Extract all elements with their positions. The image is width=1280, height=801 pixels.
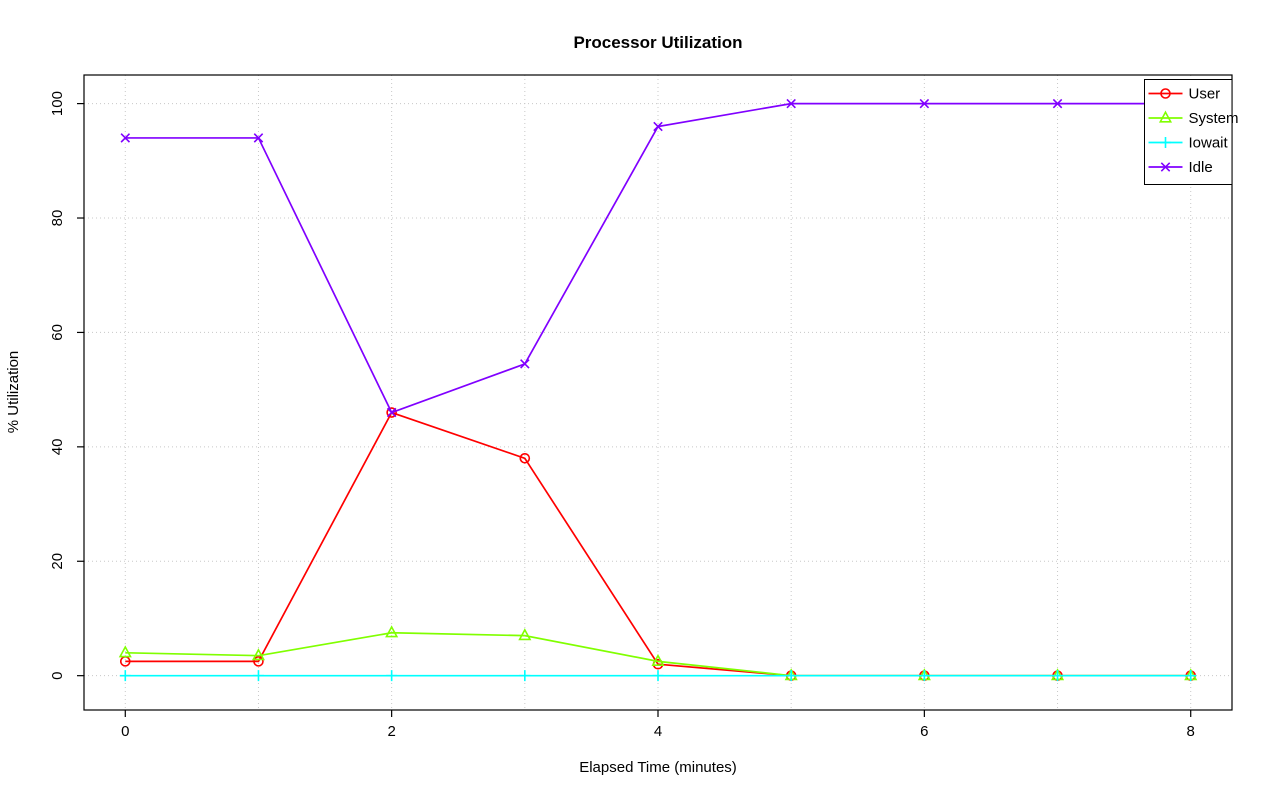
- legend-marker-idle: [1160, 162, 1171, 172]
- y-tick-label: 80: [49, 210, 66, 227]
- marker-idle: [120, 133, 131, 143]
- marker-system: [651, 653, 665, 666]
- y-tick-label: 0: [49, 672, 66, 680]
- y-tick-label: 60: [49, 324, 66, 341]
- grid-layer: [84, 75, 1232, 710]
- y-tick-label: 40: [49, 439, 66, 456]
- legend-label-idle: Idle: [1189, 159, 1213, 176]
- marker-idle: [520, 359, 530, 369]
- x-tick-label: 6: [920, 723, 928, 740]
- x-axis-label: Elapsed Time (minutes): [579, 759, 737, 776]
- marker-iowait: [119, 670, 131, 682]
- marker-iowait: [785, 670, 797, 682]
- legend-label-system: System: [1189, 110, 1239, 127]
- marker-system: [518, 628, 532, 641]
- x-tick-label: 8: [1187, 723, 1195, 740]
- marker-user: [253, 656, 264, 667]
- marker-system: [385, 625, 399, 638]
- marker-iowait: [652, 670, 664, 682]
- legend-marker-system: [1158, 110, 1173, 123]
- marker-iowait: [1052, 670, 1064, 682]
- x-tick-label: 0: [121, 723, 129, 740]
- legend-label-iowait: Iowait: [1189, 135, 1229, 152]
- marker-idle: [786, 98, 796, 109]
- marker-idle: [1052, 98, 1063, 109]
- marker-idle: [653, 121, 663, 132]
- marker-idle: [253, 133, 264, 143]
- series-layer: [118, 98, 1198, 682]
- marker-iowait: [386, 670, 398, 682]
- marker-idle: [386, 407, 397, 418]
- marker-idle: [919, 98, 930, 109]
- marker-iowait: [918, 670, 930, 682]
- marker-iowait: [1185, 670, 1197, 682]
- series-line-idle: [125, 102, 1191, 414]
- y-axis-label: % Utilization: [5, 351, 22, 434]
- chart-title: Processor Utilization: [573, 33, 742, 52]
- legend: User System Iowait Idle: [1144, 79, 1239, 185]
- legend-marker-user: [1160, 88, 1171, 99]
- legend-label-user: User: [1189, 86, 1221, 103]
- marker-user: [386, 407, 397, 418]
- x-tick-label: 4: [654, 723, 662, 740]
- marker-iowait: [519, 670, 531, 682]
- marker-system: [251, 648, 266, 661]
- marker-system: [118, 645, 132, 658]
- x-tick-label: 2: [387, 723, 395, 740]
- marker-user: [519, 452, 531, 464]
- y-tick-label: 20: [49, 553, 66, 570]
- plot-border: [83, 74, 1233, 711]
- legend-marker-iowait: [1160, 137, 1171, 148]
- y-tick-label: 100: [49, 91, 66, 116]
- marker-iowait: [252, 670, 264, 682]
